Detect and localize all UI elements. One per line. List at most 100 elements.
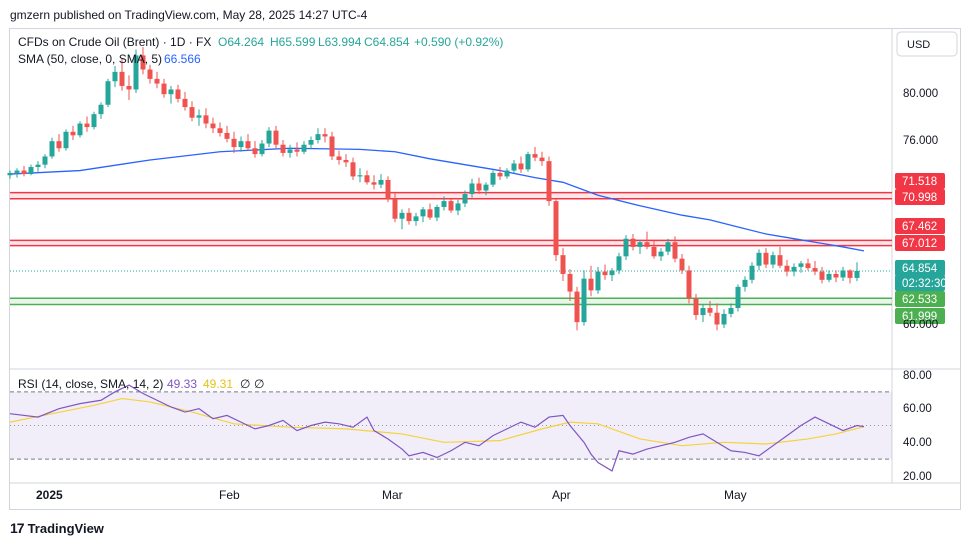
candle-28 xyxy=(203,108,209,129)
price-label-box-6 xyxy=(895,291,945,307)
candle-83 xyxy=(588,265,594,297)
candle-body-40 xyxy=(287,149,293,153)
candle-body-53 xyxy=(378,179,384,185)
price-label-teal-sub-5: 02:32:30 xyxy=(895,275,947,291)
candle-12 xyxy=(91,111,97,130)
candle-body-91 xyxy=(644,242,650,247)
candle-body-107 xyxy=(756,252,762,266)
chart-frame xyxy=(9,28,961,510)
candle-body-64 xyxy=(455,203,461,211)
candle-body-54 xyxy=(385,179,391,199)
candle-body-76 xyxy=(539,157,545,162)
candle-body-83 xyxy=(588,278,594,291)
candle-33 xyxy=(238,136,244,152)
candle-body-98 xyxy=(693,298,699,316)
candle-29 xyxy=(210,117,216,133)
candle-119 xyxy=(840,266,846,281)
candle-113 xyxy=(798,261,804,273)
candle-22 xyxy=(161,78,167,98)
support-resistance-zones xyxy=(10,191,892,306)
price-label-box-3 xyxy=(895,235,945,251)
candle-98 xyxy=(693,293,699,320)
candle-55 xyxy=(392,192,398,223)
candle-20 xyxy=(147,64,153,84)
candle-body-116 xyxy=(819,271,825,280)
candle-118 xyxy=(833,270,839,283)
candle-110 xyxy=(777,246,783,269)
candle-17 xyxy=(126,75,132,101)
candle-96 xyxy=(679,253,685,274)
candle-65 xyxy=(462,190,468,207)
candle-body-35 xyxy=(252,148,258,155)
candle-body-55 xyxy=(392,198,398,219)
sma-line xyxy=(9,147,865,252)
candle-120 xyxy=(847,269,853,284)
candle-103 xyxy=(728,303,734,318)
candle-77 xyxy=(546,156,552,206)
candle-46 xyxy=(329,131,335,160)
candle-body-100 xyxy=(707,308,713,313)
candle-body-82 xyxy=(581,278,587,323)
candle-34 xyxy=(245,134,251,151)
candle-body-81 xyxy=(574,291,580,323)
price-tick-80: 80.000 xyxy=(903,88,938,100)
candle-53 xyxy=(378,174,384,189)
candle-body-117 xyxy=(826,273,832,280)
candle-18 xyxy=(133,49,139,93)
candle-21 xyxy=(154,71,160,89)
candle-body-86 xyxy=(609,270,615,276)
rsi-sma-legend-value: 49.31 xyxy=(203,377,233,391)
rsi-tick-60: 60.00 xyxy=(903,403,932,415)
candle-75 xyxy=(532,147,538,162)
candle-36 xyxy=(259,140,265,157)
candle-body-75 xyxy=(532,154,538,158)
candle-41 xyxy=(294,142,300,157)
candle-body-65 xyxy=(462,194,468,204)
candle-body-9 xyxy=(70,131,76,136)
candle-body-88 xyxy=(623,238,629,257)
candle-body-79 xyxy=(560,255,566,274)
tradingview-logo[interactable]: 17 TradingView xyxy=(10,520,104,536)
candle-11 xyxy=(84,116,90,132)
candle-54 xyxy=(385,176,391,203)
candle-47 xyxy=(336,150,342,165)
candle-body-19 xyxy=(140,55,146,70)
candle-40 xyxy=(287,144,293,158)
candle-63 xyxy=(448,198,454,213)
candle-body-113 xyxy=(798,263,804,267)
candle-117 xyxy=(826,270,832,283)
candle-body-16 xyxy=(119,71,125,86)
candle-body-97 xyxy=(686,270,692,299)
sma-50-line xyxy=(9,147,865,252)
candle-body-31 xyxy=(224,132,230,139)
candle-51 xyxy=(364,170,370,185)
candle-body-66 xyxy=(469,183,475,195)
candle-body-18 xyxy=(133,55,139,90)
candle-114 xyxy=(805,258,811,271)
candle-38 xyxy=(273,125,279,149)
price-label-text-0: 71.518 xyxy=(902,176,937,188)
candle-body-43 xyxy=(308,140,314,145)
candle-37 xyxy=(266,127,272,148)
publisher-header: gmzern published on TradingView.com, May… xyxy=(10,8,368,22)
price-label-box-5 xyxy=(895,275,945,291)
price-label-box-1 xyxy=(895,189,945,205)
candle-body-52 xyxy=(371,182,377,185)
candle-body-118 xyxy=(833,273,839,278)
candle-body-78 xyxy=(553,201,559,256)
candle-body-21 xyxy=(154,78,160,84)
candle-5 xyxy=(42,154,48,169)
candle-body-37 xyxy=(266,130,272,144)
candle-body-30 xyxy=(217,128,223,133)
candle-body-24 xyxy=(175,89,181,99)
rsi-tick-80: 80.00 xyxy=(903,370,932,382)
tradingview-mark-icon: 17 xyxy=(10,520,25,536)
currency-button[interactable] xyxy=(896,31,958,57)
candle-70 xyxy=(497,167,503,180)
price-label-red-3: 67.012 xyxy=(895,235,945,251)
candle-27 xyxy=(196,109,202,126)
candle-body-41 xyxy=(294,149,300,152)
candle-100 xyxy=(707,300,713,317)
time-tick-feb: Feb xyxy=(219,488,240,502)
